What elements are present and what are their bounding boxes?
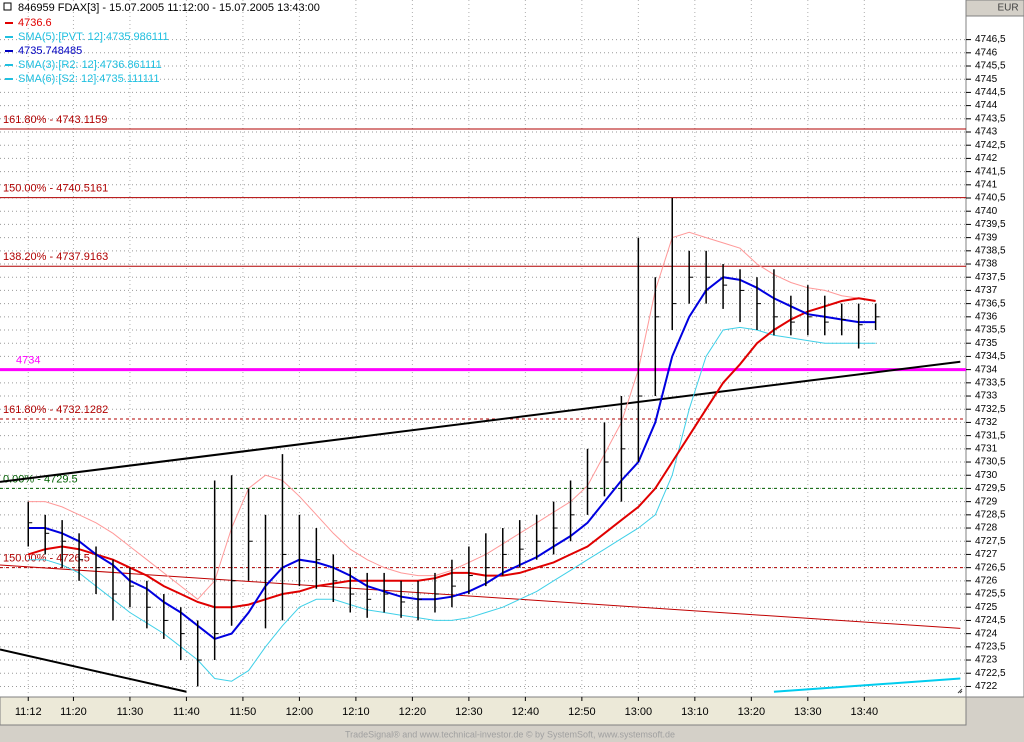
x-tick-label: 12:20 — [399, 706, 427, 718]
y-tick-label: 4722 — [975, 681, 998, 692]
y-tick-label: 4732,5 — [975, 404, 1006, 415]
y-tick-label: 4722,5 — [975, 668, 1006, 679]
legend-entry: SMA(3):[R2: 12]:4736.861111 — [18, 59, 162, 71]
y-tick-label: 4724,5 — [975, 615, 1006, 626]
trend-line — [773, 677, 961, 693]
y-tick-label: 4738,5 — [975, 245, 1006, 256]
y-tick-label: 4724 — [975, 628, 998, 639]
y-tick-label: 4725,5 — [975, 589, 1006, 600]
y-tick-label: 4731,5 — [975, 430, 1006, 441]
y-tick-label: 4740 — [975, 206, 998, 217]
x-tick-label: 13:30 — [794, 706, 822, 718]
x-tick-label: 11:20 — [60, 706, 87, 718]
x-tick-label: 12:40 — [512, 706, 540, 718]
footer: TradeSignal® and www.technical-investor.… — [345, 729, 675, 739]
y-tick-label: 4734 — [975, 364, 998, 375]
x-tick-label: 13:10 — [681, 706, 709, 718]
y-tick-label: 4735 — [975, 338, 998, 349]
y-tick-label: 4742,5 — [975, 140, 1006, 151]
y-tick-label: 4744 — [975, 100, 998, 111]
x-tick-label: 12:10 — [342, 706, 370, 718]
y-tick-label: 4742 — [975, 153, 998, 164]
currency: EUR — [997, 3, 1018, 14]
level-label: 161.80% - 4743.1159 — [3, 114, 107, 126]
y-tick-label: 4726 — [975, 575, 998, 586]
y-tick-label: 4739 — [975, 232, 998, 243]
x-tick-label: 11:12 — [15, 706, 42, 718]
x-tick-label: 11:50 — [230, 706, 257, 718]
y-tick-label: 4728 — [975, 523, 998, 534]
price-axis — [965, 0, 1024, 698]
trend-line — [0, 360, 961, 483]
y-tick-label: 4729,5 — [975, 483, 1006, 494]
y-tick-label: 4738 — [975, 259, 998, 270]
y-tick-label: 4725 — [975, 602, 998, 613]
currency-box — [965, 0, 1024, 17]
y-tick-label: 4726,5 — [975, 562, 1006, 573]
legend-icon — [3, 2, 12, 11]
y-tick-label: 4741,5 — [975, 166, 1006, 177]
y-tick-label: 4735,5 — [975, 325, 1006, 336]
level-label: 150.00% - 4726.5 — [3, 553, 90, 565]
x-tick-label: 12:00 — [286, 706, 314, 718]
level-label: 0.00% - 4729.5 — [3, 473, 78, 485]
plot-area — [0, 0, 966, 697]
legend-entry: SMA(6):[S2: 12]:4735.111111 — [18, 73, 159, 85]
time-axis — [0, 696, 967, 726]
y-tick-label: 4740,5 — [975, 193, 1006, 204]
x-tick-label: 13:40 — [851, 706, 879, 718]
legend-entry: 4736.6 — [18, 17, 52, 29]
x-tick-label: 11:30 — [117, 706, 144, 718]
y-tick-label: 4746,5 — [975, 34, 1006, 45]
y-tick-label: 4745 — [975, 74, 998, 85]
y-tick-label: 4741 — [975, 179, 998, 190]
x-tick-label: 13:20 — [738, 706, 766, 718]
chart-title: 846959 FDAX[3] - 15.07.2005 11:12:00 - 1… — [18, 2, 320, 14]
trend-line — [0, 564, 961, 629]
y-tick-label: 4736 — [975, 311, 998, 322]
y-tick-label: 4739,5 — [975, 219, 1006, 230]
y-tick-label: 4733,5 — [975, 377, 1006, 388]
y-tick-label: 4730 — [975, 470, 998, 481]
x-tick-label: 12:30 — [455, 706, 483, 718]
y-tick-label: 4723 — [975, 655, 998, 666]
level-label: 4734 — [16, 355, 40, 367]
y-tick-label: 4727,5 — [975, 536, 1006, 547]
y-tick-label: 4730,5 — [975, 457, 1006, 468]
y-tick-label: 4743,5 — [975, 113, 1006, 124]
y-tick-label: 4732 — [975, 417, 998, 428]
y-tick-label: 4727 — [975, 549, 998, 560]
trend-line — [0, 648, 187, 693]
y-tick-label: 4737 — [975, 285, 998, 296]
x-tick-label: 13:00 — [625, 706, 653, 718]
level-label: 150.00% - 4740.5161 — [3, 182, 108, 194]
y-tick-label: 4728,5 — [975, 509, 1006, 520]
y-tick-label: 4733 — [975, 391, 998, 402]
y-tick-label: 4737,5 — [975, 272, 1006, 283]
y-tick-label: 4731 — [975, 443, 998, 454]
legend-entry: SMA(5):[PVT: 12]:4735.986111 — [18, 31, 169, 43]
level-label: 161.80% - 4732.1282 — [3, 404, 108, 416]
y-tick-label: 4743 — [975, 127, 998, 138]
legend-entry: 4735.748485 — [18, 45, 82, 57]
indicator-line — [28, 326, 876, 682]
y-tick-label: 4734,5 — [975, 351, 1006, 362]
y-tick-label: 4736,5 — [975, 298, 1006, 309]
y-tick-label: 4745,5 — [975, 61, 1006, 72]
y-tick-label: 4723,5 — [975, 641, 1006, 652]
y-tick-label: 4729 — [975, 496, 998, 507]
resize-grip — [957, 688, 963, 694]
y-tick-label: 4744,5 — [975, 87, 1006, 98]
x-tick-label: 11:40 — [173, 706, 200, 718]
x-tick-label: 12:50 — [568, 706, 596, 718]
y-tick-label: 4746 — [975, 47, 998, 58]
level-label: 138.20% - 4737.9163 — [3, 251, 108, 263]
